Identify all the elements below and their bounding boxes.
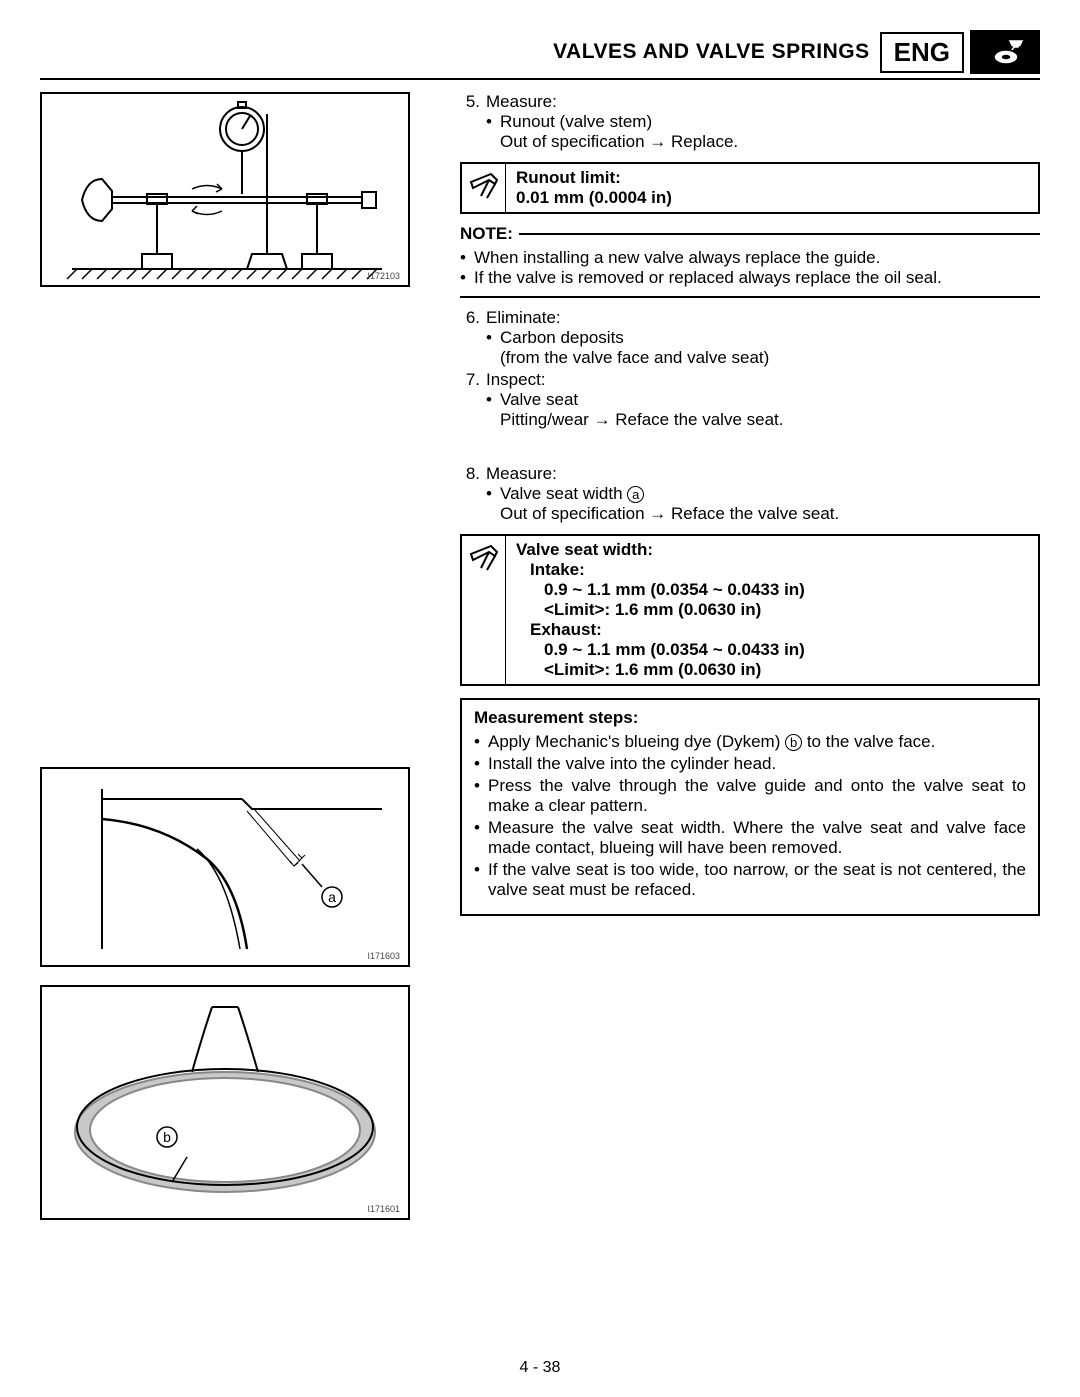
note-label: NOTE:	[460, 224, 513, 244]
seat-l3: 0.9 ~ 1.1 mm (0.0354 ~ 0.0433 in)	[516, 580, 1028, 600]
step-8-bullet: • Valve seat width a Out of specificatio…	[486, 484, 1040, 524]
figure-ref-3: I171601	[367, 1204, 400, 1214]
caliper-icon	[462, 164, 506, 212]
step-7: 7. Inspect: • Valve seat Pitting/wear → …	[460, 370, 1040, 430]
seat-l7: <Limit>: 1.6 mm (0.0630 in)	[516, 660, 1028, 680]
ref-b-icon: b	[785, 734, 802, 751]
page-number: 4 - 38	[520, 1359, 561, 1377]
step-7-label: Inspect:	[486, 370, 1040, 390]
svg-text:a: a	[328, 889, 336, 905]
step-8-label: Measure:	[486, 464, 1040, 484]
seat-width-spec-box: Valve seat width: Intake: 0.9 ~ 1.1 mm (…	[460, 534, 1040, 686]
seat-l4: <Limit>: 1.6 mm (0.0630 in)	[516, 600, 1028, 620]
measure-4: • Measure the valve seat width. Where th…	[474, 818, 1026, 858]
runout-spec-box: Runout limit: 0.01 mm (0.0004 in)	[460, 162, 1040, 214]
step-6: 6. Eliminate: • Carbon deposits (from th…	[460, 308, 1040, 368]
figure-seat-width: a I171603	[40, 767, 410, 967]
runout-line1: Runout limit:	[516, 168, 1028, 188]
header-title: VALVES AND VALVE SPRINGS	[553, 40, 870, 64]
right-column: 5. Measure: • Runout (valve stem) Out of…	[460, 92, 1040, 1238]
measurement-steps-box: Measurement steps: • Apply Mechanic's bl…	[460, 698, 1040, 916]
step-5-label: Measure:	[486, 92, 1040, 112]
seat-l2: Intake:	[516, 560, 1028, 580]
step-7-bullet: • Valve seat Pitting/wear → Reface the v…	[486, 390, 1040, 430]
caliper-icon	[462, 536, 506, 684]
step-6-bullet: • Carbon deposits (from the valve face a…	[486, 328, 1040, 368]
page-header: VALVES AND VALVE SPRINGS ENG	[40, 30, 1040, 80]
seat-l5: Exhaust:	[516, 620, 1028, 640]
measure-2: • Install the valve into the cylinder he…	[474, 754, 1026, 774]
measure-5: • If the valve seat is too wide, too nar…	[474, 860, 1026, 900]
step-5-bullet: • Runout (valve stem) Out of specificati…	[486, 112, 1040, 152]
measure-1: • Apply Mechanic's blueing dye (Dykem) b…	[474, 732, 1026, 752]
figure-valve-face: b I171601	[40, 985, 410, 1220]
left-column: I172103 a I17	[40, 92, 440, 1238]
engine-icon	[970, 30, 1040, 74]
note-1: • When installing a new valve always rep…	[460, 248, 1040, 268]
measurement-title: Measurement steps:	[474, 708, 1026, 728]
figure-ref-1: I172103	[367, 271, 400, 281]
step-5: 5. Measure: • Runout (valve stem) Out of…	[460, 92, 1040, 152]
measure-3: • Press the valve through the valve guid…	[474, 776, 1026, 816]
svg-text:b: b	[163, 1129, 171, 1145]
figure-runout: I172103	[40, 92, 410, 287]
seat-l6: 0.9 ~ 1.1 mm (0.0354 ~ 0.0433 in)	[516, 640, 1028, 660]
note-2: • If the valve is removed or replaced al…	[460, 268, 1040, 288]
runout-line2: 0.01 mm (0.0004 in)	[516, 188, 1028, 208]
step-6-label: Eliminate:	[486, 308, 1040, 328]
figure-ref-2: I171603	[367, 951, 400, 961]
header-eng-badge: ENG	[880, 32, 964, 73]
ref-a-icon: a	[627, 486, 644, 503]
note-header: NOTE:	[460, 224, 1040, 244]
seat-l1: Valve seat width:	[516, 540, 1028, 560]
step-8: 8. Measure: • Valve seat width a Out of …	[460, 464, 1040, 524]
